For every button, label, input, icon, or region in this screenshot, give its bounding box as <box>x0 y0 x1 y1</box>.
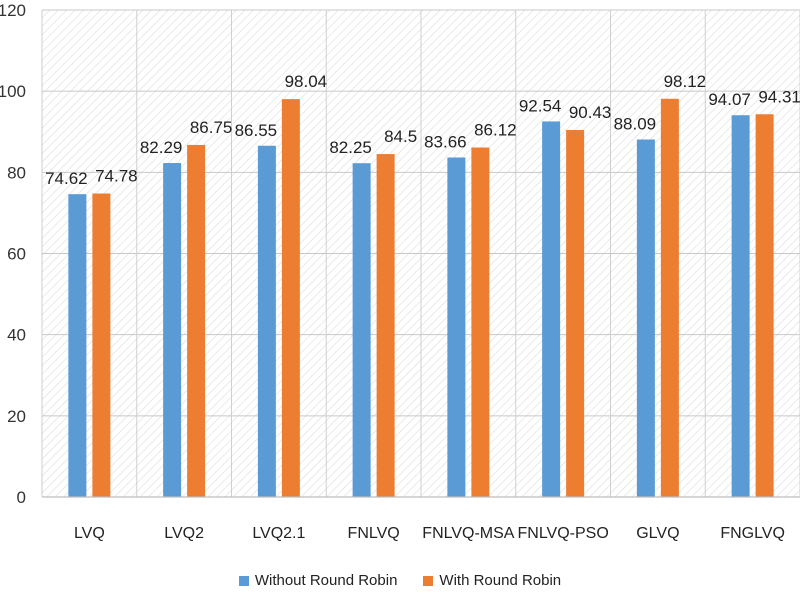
legend-swatch-without <box>238 575 249 586</box>
legend-swatch-with <box>423 575 434 586</box>
y-tick-label: 100 <box>0 82 26 101</box>
x-tick-label: FNLVQ-MSA <box>422 525 514 542</box>
y-tick-label: 0 <box>17 488 26 507</box>
bar-with-fnlvq-pso[interactable] <box>566 130 585 497</box>
legend: Without Round Robin With Round Robin <box>0 572 800 589</box>
x-tick-label: LVQ <box>74 525 105 542</box>
data-label: 92.54 <box>519 96 562 115</box>
y-tick-label: 20 <box>7 407 26 426</box>
x-tick-label: LVQ2.1 <box>252 525 305 542</box>
data-label: 83.66 <box>424 132 467 151</box>
y-tick-label: 60 <box>7 245 26 264</box>
y-tick-label: 120 <box>0 1 26 20</box>
legend-label-with: With Round Robin <box>439 572 562 589</box>
x-tick-label: GLVQ <box>636 525 679 542</box>
x-tick-label: FNLVQ-PSO <box>517 525 608 542</box>
bar-with-fnlvq[interactable] <box>376 154 395 497</box>
data-label: 90.43 <box>569 103 612 122</box>
x-tick-label: LVQ2 <box>164 525 204 542</box>
data-label: 84.5 <box>384 127 417 146</box>
legend-item-without-round-robin[interactable]: Without Round Robin <box>238 572 398 589</box>
bar-without-fnlvq[interactable] <box>352 163 371 497</box>
legend-item-with-round-robin[interactable]: With Round Robin <box>423 572 561 589</box>
data-label: 86.12 <box>474 120 517 139</box>
y-tick-label: 40 <box>7 326 26 345</box>
bar-without-fnlvq-pso[interactable] <box>542 121 561 497</box>
bar-with-lvq2[interactable] <box>187 144 206 498</box>
legend-label-without: Without Round Robin <box>254 572 398 589</box>
data-label: 82.25 <box>329 138 372 157</box>
bar-without-lvq2[interactable] <box>163 163 182 498</box>
bar-with-lvq[interactable] <box>92 193 111 498</box>
bar-with-fnlvq-msa[interactable] <box>471 147 490 497</box>
data-label: 74.78 <box>95 167 138 186</box>
bar-with-fnglvq[interactable] <box>755 114 774 498</box>
bar-without-glvq[interactable] <box>636 139 655 498</box>
data-label: 86.75 <box>190 118 233 137</box>
data-label: 86.55 <box>235 121 278 140</box>
bar-without-lvq[interactable] <box>68 194 87 497</box>
y-tick-label: 80 <box>7 163 26 182</box>
x-tick-label: FNLVQ <box>348 525 400 542</box>
bar-without-fnglvq[interactable] <box>731 115 750 498</box>
data-label: 98.04 <box>285 72 328 91</box>
data-label: 74.62 <box>45 169 88 188</box>
bar-with-glvq[interactable] <box>660 98 679 498</box>
data-label: 88.09 <box>614 115 657 134</box>
bar-without-lvq2-1[interactable] <box>257 145 276 497</box>
data-label: 82.29 <box>140 138 183 157</box>
data-label: 94.07 <box>708 90 751 109</box>
data-label: 98.12 <box>664 72 707 91</box>
x-tick-label: FNGLVQ <box>720 525 785 542</box>
bar-with-lvq2-1[interactable] <box>281 99 300 497</box>
data-label: 94.31 <box>758 87 800 106</box>
bar-without-fnlvq-msa[interactable] <box>447 157 466 497</box>
